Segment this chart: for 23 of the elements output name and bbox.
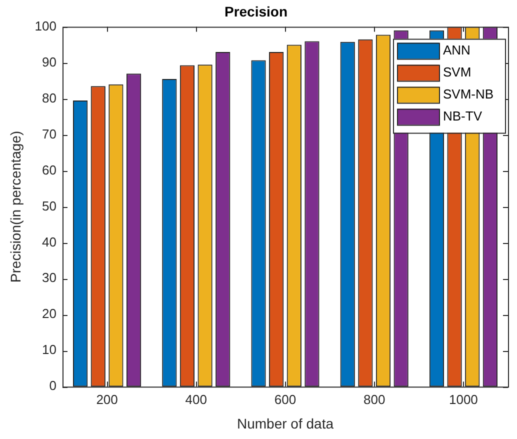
x-tick-label: 200	[96, 392, 118, 407]
y-tick-label: 60	[42, 162, 56, 178]
y-tick-label: 30	[42, 270, 56, 286]
y-tick-label: 50	[42, 198, 56, 214]
legend-label: ANN	[443, 42, 470, 58]
y-tick-label: 40	[42, 234, 56, 250]
x-tick-label: 1000	[448, 392, 478, 407]
y-tick-label: 20	[42, 306, 56, 322]
y-tick-label: 0	[49, 378, 56, 394]
x-tick-label: 600	[274, 392, 296, 407]
y-axis-title: Precision(in percentage)	[7, 130, 24, 283]
x-tick-label: 400	[185, 392, 207, 407]
y-tick-label: 90	[42, 54, 56, 70]
legend-label: SVM-NB	[443, 86, 494, 102]
legend-label: NB-TV	[443, 108, 482, 124]
y-tick-label: 100	[34, 18, 56, 34]
x-tick-label: 800	[363, 392, 386, 407]
legend-label: SVM	[443, 64, 472, 80]
y-tick-label: 70	[42, 126, 56, 142]
y-tick-label: 10	[42, 342, 56, 358]
y-tick-label: 80	[42, 90, 56, 106]
chart-title: Precision	[224, 3, 288, 20]
x-axis-title: Number of data	[236, 415, 334, 432]
